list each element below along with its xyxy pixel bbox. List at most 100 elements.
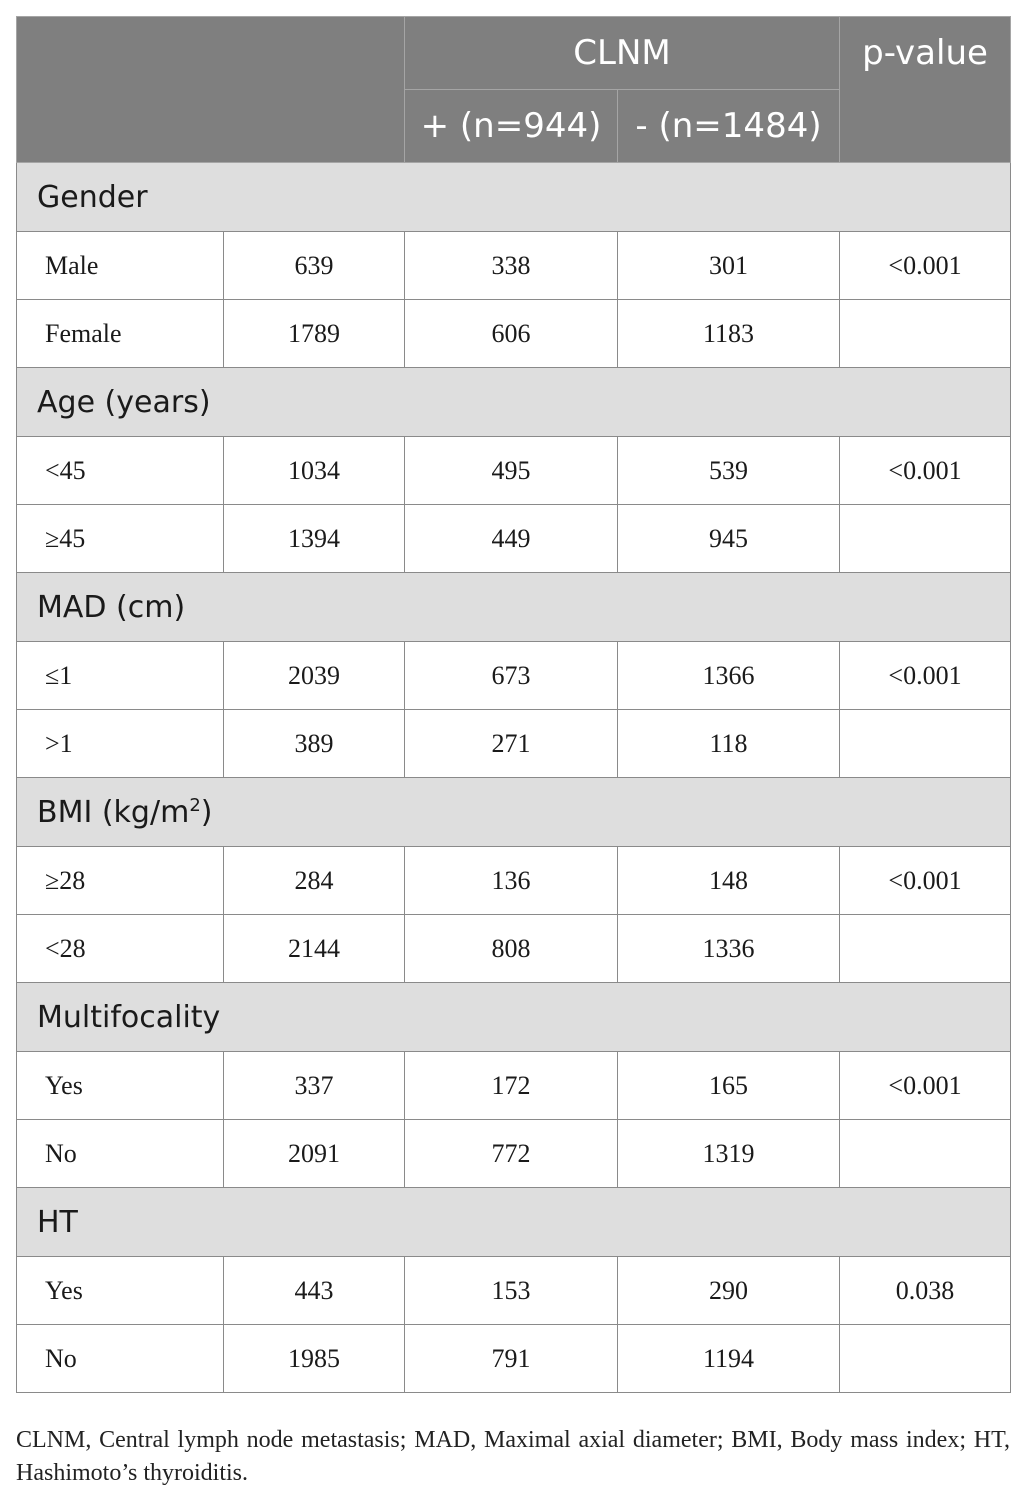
cell-p-value: <0.001 [839, 436, 1012, 505]
cell-clnm-negative: 118 [616, 709, 841, 778]
group-title: Gender [15, 162, 1012, 232]
cell-clnm-positive: 271 [404, 709, 618, 778]
cell-clnm-positive: 673 [404, 641, 618, 710]
cell-p-value [839, 709, 1012, 778]
table-row: Female 1789 606 1183 [16, 299, 1012, 368]
row-label: Male [16, 231, 224, 300]
row-label: >1 [16, 709, 224, 778]
row-label: Yes [16, 1256, 224, 1325]
cell-total: 1394 [223, 504, 405, 573]
group-row: Multifocality [15, 982, 1012, 1052]
cell-clnm-negative: 1183 [616, 299, 841, 368]
cell-clnm-negative: 1194 [616, 1324, 841, 1393]
cell-total: 1985 [223, 1324, 405, 1393]
cell-p-value: <0.001 [839, 846, 1012, 915]
table-row: ≥45 1394 449 945 [16, 504, 1012, 573]
group-title-text: Age (years) [37, 384, 211, 420]
cell-p-value [839, 914, 1012, 983]
group-title: Age (years) [15, 367, 1012, 437]
group-title-end: ) [200, 794, 213, 830]
table-row: No 2091 772 1319 [16, 1119, 1012, 1188]
cell-total: 337 [223, 1051, 405, 1120]
cell-total: 1034 [223, 436, 405, 505]
group-row: Gender [15, 162, 1012, 232]
cell-total: 389 [223, 709, 405, 778]
group-title-superscript: 2 [189, 794, 201, 816]
table-header: CLNM p-value + (n=944) - (n=1484) [16, 16, 1012, 163]
table-row: ≥28 284 136 148 <0.001 [16, 846, 1012, 915]
group-title-text: Gender [37, 179, 148, 215]
cell-total: 443 [223, 1256, 405, 1325]
cell-clnm-negative: 148 [616, 846, 841, 915]
table-row: <45 1034 495 539 <0.001 [16, 436, 1012, 505]
row-label: Female [16, 299, 224, 368]
table-row: No 1985 791 1194 [16, 1324, 1012, 1393]
cell-p-value [839, 504, 1012, 573]
group-title-text: BMI (kg/m [37, 794, 190, 830]
cell-clnm-positive: 449 [404, 504, 618, 573]
cell-clnm-negative: 1336 [616, 914, 841, 983]
cell-clnm-negative: 290 [616, 1256, 841, 1325]
cell-clnm-positive: 808 [404, 914, 618, 983]
cell-clnm-negative: 1366 [616, 641, 841, 710]
group-row: BMI (kg/m2) [15, 777, 1012, 847]
group-title-text: MAD (cm) [37, 589, 186, 625]
data-table: CLNM p-value + (n=944) - (n=1484) Gender… [15, 16, 1012, 1393]
cell-clnm-positive: 791 [404, 1324, 618, 1393]
table-row: >1 389 271 118 [16, 709, 1012, 778]
table-footnote: CLNM, Central lymph node metastasis; MAD… [16, 1427, 1010, 1486]
table-row: Yes 337 172 165 <0.001 [16, 1051, 1012, 1120]
row-label: ≥45 [16, 504, 224, 573]
row-label: ≥28 [16, 846, 224, 915]
table-row: Yes 443 153 290 0.038 [16, 1256, 1012, 1325]
table-row: <28 2144 808 1336 [16, 914, 1012, 983]
cell-p-value: 0.038 [839, 1256, 1012, 1325]
row-label: No [16, 1324, 224, 1393]
cell-clnm-negative: 1319 [616, 1119, 841, 1188]
cell-clnm-positive: 606 [404, 299, 618, 368]
row-label: <45 [16, 436, 224, 505]
cell-clnm-positive: 136 [404, 846, 618, 915]
cell-p-value [839, 1119, 1012, 1188]
cell-total: 639 [223, 231, 405, 300]
group-title: MAD (cm) [15, 572, 1012, 642]
group-row: Age (years) [15, 367, 1012, 437]
row-label: ≤1 [16, 641, 224, 710]
header-clnm-negative: - (n=1484) [616, 89, 841, 163]
group-title: HT [15, 1187, 1012, 1257]
cell-total: 1789 [223, 299, 405, 368]
cell-total: 2144 [223, 914, 405, 983]
cell-p-value: <0.001 [839, 641, 1012, 710]
table-row: ≤1 2039 673 1366 <0.001 [16, 641, 1012, 710]
row-label: <28 [16, 914, 224, 983]
cell-p-value [839, 299, 1012, 368]
cell-clnm-positive: 495 [404, 436, 618, 505]
header-blank [16, 16, 405, 163]
cell-p-value: <0.001 [839, 231, 1012, 300]
cell-clnm-negative: 945 [616, 504, 841, 573]
row-label: No [16, 1119, 224, 1188]
cell-clnm-positive: 153 [404, 1256, 618, 1325]
header-p-value: p-value [839, 16, 1012, 163]
table-container: CLNM p-value + (n=944) - (n=1484) Gender… [15, 16, 1012, 1393]
row-label: Yes [16, 1051, 224, 1120]
group-title-text: HT [37, 1204, 78, 1240]
group-row: MAD (cm) [15, 572, 1012, 642]
group-title: Multifocality [15, 982, 1012, 1052]
group-row: HT [15, 1187, 1012, 1257]
cell-clnm-positive: 772 [404, 1119, 618, 1188]
cell-clnm-positive: 338 [404, 231, 618, 300]
header-clnm: CLNM [403, 16, 841, 90]
cell-total: 2091 [223, 1119, 405, 1188]
cell-clnm-negative: 301 [616, 231, 841, 300]
cell-total: 2039 [223, 641, 405, 710]
cell-clnm-negative: 539 [616, 436, 841, 505]
table-row: Male 639 338 301 <0.001 [16, 231, 1012, 300]
header-clnm-positive: + (n=944) [404, 89, 618, 163]
cell-clnm-negative: 165 [616, 1051, 841, 1120]
cell-clnm-positive: 172 [404, 1051, 618, 1120]
table-body: Gender Male 639 338 301 <0.001 Female 1789 606 11… [15, 162, 1012, 1393]
group-title-text: Multifocality [37, 999, 221, 1035]
group-title: BMI (kg/m2) [15, 777, 1012, 847]
cell-total: 284 [223, 846, 405, 915]
